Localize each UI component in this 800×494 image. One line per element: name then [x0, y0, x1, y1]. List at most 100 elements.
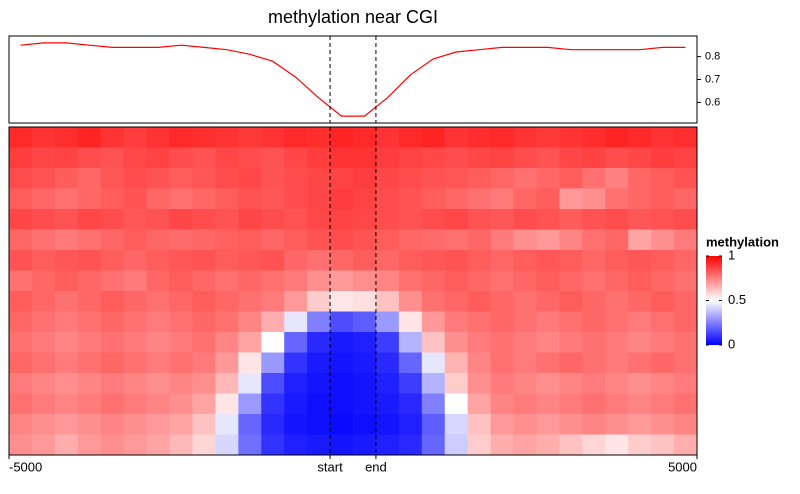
heatmap-cell [307, 332, 331, 353]
heatmap-cell [490, 127, 515, 148]
heatmap-cell [100, 332, 125, 353]
heatmap-cell [467, 188, 492, 210]
heatmap-cell [421, 250, 446, 271]
heatmap-cell [307, 127, 331, 148]
heatmap-cell [467, 414, 492, 435]
heatmap-cell [330, 147, 354, 169]
heatmap-cell [307, 270, 331, 292]
heatmap-cell [421, 434, 446, 456]
profile-line [20, 42, 686, 117]
y-tick-label: 0.6 [705, 96, 720, 108]
heatmap-cell [605, 291, 629, 312]
heatmap-cell [77, 250, 102, 271]
heatmap-cell [513, 127, 537, 148]
heatmap-cell [123, 291, 148, 312]
heatmap-cell [77, 188, 102, 210]
heatmap-cell [330, 229, 354, 251]
heatmap-cell [444, 168, 469, 189]
heatmap-cell [284, 229, 308, 251]
heatmap-cell [421, 229, 446, 251]
heatmap-cell [582, 434, 606, 456]
heatmap-cell [31, 209, 56, 230]
heatmap-cell [513, 434, 537, 456]
heatmap-cell [353, 332, 377, 353]
heatmap-cell [628, 188, 652, 210]
legend-bar [706, 256, 722, 345]
heatmap-cell [421, 168, 446, 189]
heatmap-cell [490, 393, 515, 415]
heatmap-cell [169, 434, 193, 456]
heatmap-cell [628, 352, 652, 374]
heatmap-cell [284, 332, 308, 353]
heatmap-cell [398, 250, 423, 271]
heatmap-cell [307, 311, 331, 333]
heatmap-cell [490, 229, 515, 251]
heatmap-cell [375, 352, 400, 374]
heatmap-cell [307, 229, 331, 251]
heatmap-cell [284, 352, 308, 374]
heatmap-cell [54, 127, 79, 148]
heatmap-cell [123, 393, 148, 415]
heatmap-cell [146, 311, 171, 333]
heatmap-cell [169, 373, 193, 394]
heatmap-cell [421, 373, 446, 394]
heatmap-cell [9, 291, 33, 312]
heatmap-cell [559, 332, 583, 353]
heatmap-cell [605, 434, 629, 456]
heatmap-cell [605, 393, 629, 415]
heatmap-cell [192, 168, 216, 189]
profile-border [8, 35, 698, 124]
heatmap-cell [651, 373, 675, 394]
heatmap-cell [444, 188, 469, 210]
heatmap-cell [467, 373, 492, 394]
heatmap-cell [261, 291, 285, 312]
legend-title: methylation [706, 234, 779, 249]
heatmap-cell [54, 311, 79, 333]
heatmap-cell [582, 250, 606, 271]
heatmap-cell [123, 414, 148, 435]
heatmap-cell [536, 188, 560, 210]
heatmap-cell [123, 311, 148, 333]
heatmap-cell [284, 188, 308, 210]
heatmap-cell [375, 229, 400, 251]
heatmap-cell [100, 414, 125, 435]
heatmap-cell [490, 270, 515, 292]
heatmap-cell [582, 127, 606, 148]
heatmap-cell [284, 373, 308, 394]
heatmap-cell [536, 393, 560, 415]
heatmap-cell [559, 250, 583, 271]
heatmap-cell [169, 311, 193, 333]
heatmap-cell [215, 352, 239, 374]
heatmap-cell [513, 250, 537, 271]
heatmap-cell [582, 188, 606, 210]
heatmap-cell [353, 147, 377, 169]
heatmap-cell [674, 127, 698, 148]
legend-label: 0.5 [728, 292, 746, 307]
heatmap-cell [467, 168, 492, 189]
heatmap-cell [307, 188, 331, 210]
heatmap-cell [674, 414, 698, 435]
heatmap-cell [261, 229, 285, 251]
heatmap-cell [307, 373, 331, 394]
heatmap-cell [444, 393, 469, 415]
heatmap-cell [77, 332, 102, 353]
heatmap-cell [375, 188, 400, 210]
heatmap-cell [215, 168, 239, 189]
heatmap-cell [238, 393, 262, 415]
heatmap-cell [398, 434, 423, 456]
heatmap-cell [238, 250, 262, 271]
heatmap-cell [146, 147, 171, 169]
heatmap-cell [123, 229, 148, 251]
heatmap-cell [490, 373, 515, 394]
heatmap-cell [559, 147, 583, 169]
heatmap-cell [559, 270, 583, 292]
heatmap-cell [215, 188, 239, 210]
heatmap-cell [444, 250, 469, 271]
heatmap-cell [123, 352, 148, 374]
heatmap-cell [513, 311, 537, 333]
heatmap-cell [192, 352, 216, 374]
heatmap-cell [490, 352, 515, 374]
heatmap-cell [651, 188, 675, 210]
heatmap-cell [9, 168, 33, 189]
